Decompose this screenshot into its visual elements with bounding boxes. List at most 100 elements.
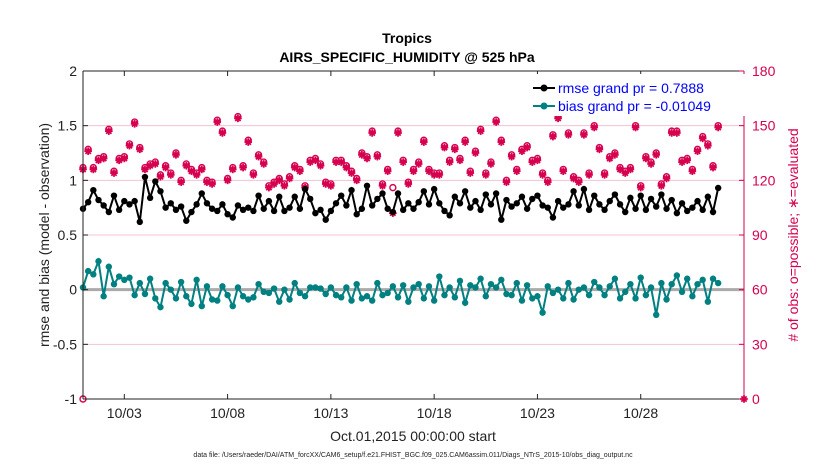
rmse-point (389, 208, 397, 216)
obs-evaluated-point (451, 145, 459, 154)
rmse-point (410, 205, 417, 212)
rmse-point (622, 208, 629, 216)
bias-point (162, 279, 169, 287)
obs-evaluated-point (327, 182, 335, 190)
bias-point (549, 289, 557, 297)
rmse-point (296, 205, 304, 212)
bias-point (653, 311, 660, 319)
y-tick-label: -0.5 (53, 336, 77, 352)
obs-evaluated-point (228, 165, 237, 174)
obs-evaluated-point (280, 182, 289, 190)
obs-evaluated-point (549, 132, 557, 141)
y-right-tick-label: 120 (752, 172, 776, 188)
bias-point (570, 296, 577, 303)
bias-point (560, 295, 567, 302)
bias-point (327, 284, 335, 291)
bias-point (224, 291, 231, 299)
rmse-point (575, 202, 582, 209)
rmse-point (152, 178, 159, 185)
rmse-point (694, 197, 701, 205)
obs-evaluated-point (378, 182, 387, 190)
obs-evaluated-point (151, 160, 160, 168)
rmse-point (146, 194, 154, 202)
rmse-point (131, 197, 138, 205)
obs-evaluated-point (497, 138, 506, 146)
y-right-tick-label: 150 (752, 118, 776, 134)
rmse-point (394, 190, 402, 197)
rmse-point (198, 190, 205, 197)
obs-evaluated-point (471, 149, 480, 157)
bias-point (436, 273, 443, 280)
bias-point (451, 294, 459, 301)
rmse-point (709, 208, 717, 216)
obs-evaluated-point (218, 129, 227, 137)
rmse-point (317, 206, 324, 214)
obs-evaluated-point (487, 160, 495, 168)
rmse-point (214, 207, 221, 215)
obs-possible-point (389, 183, 397, 192)
bias-point (580, 284, 588, 291)
rmse-point (596, 201, 603, 208)
obs-evaluated-point (642, 154, 650, 163)
obs-evaluated-point (533, 156, 542, 165)
obs-evaluated-point (461, 138, 469, 146)
obs-evaluated-point (647, 160, 655, 168)
bias-point (616, 295, 624, 302)
rmse-point (658, 191, 665, 198)
obs-evaluated-point (445, 158, 454, 166)
bias-point (534, 293, 541, 300)
bias-point (513, 279, 520, 287)
rmse-point (606, 197, 613, 205)
rmse-point (100, 202, 107, 209)
rmse-point (560, 204, 567, 211)
rmse-point (338, 192, 345, 199)
bias-point (260, 288, 267, 296)
bias-point (420, 295, 428, 302)
bias-point (281, 286, 288, 293)
rmse-point (399, 206, 407, 214)
bias-point (84, 267, 92, 275)
obs-evaluated-point (311, 156, 320, 165)
bias-point (622, 288, 629, 296)
rmse-point (699, 206, 706, 214)
obs-evaluated-point (136, 145, 144, 154)
y-right-tick-label: 180 (752, 63, 776, 79)
x-tick-label: 10/08 (210, 405, 245, 421)
bias-point (518, 297, 526, 304)
rmse-point (513, 200, 520, 207)
rmse-point (487, 201, 495, 208)
bias-point (673, 272, 681, 279)
rmse-point (498, 216, 505, 223)
obs-evaluated-point (383, 167, 392, 176)
rmse-point (683, 207, 691, 215)
rmse-point (224, 211, 231, 218)
bias-point (467, 282, 474, 289)
bias-point (461, 299, 469, 306)
obs-evaluated-point (492, 118, 500, 126)
obs-evaluated-point (621, 169, 630, 177)
bias-point (601, 291, 608, 299)
legend: rmse grand pr = 0.7888 bias grand pr = -… (528, 74, 750, 116)
obs-evaluated-point (466, 169, 475, 177)
rmse-point (673, 209, 681, 217)
bias-point (183, 293, 190, 300)
rmse-point (307, 195, 314, 203)
obs-evaluated-point (704, 141, 712, 150)
obs-evaluated-point (595, 145, 604, 154)
bias-point (146, 275, 154, 282)
rmse-point (229, 214, 236, 221)
obs-evaluated-point (244, 138, 253, 146)
bias-point (425, 283, 433, 290)
rmse-point (539, 202, 546, 209)
bias-point (554, 286, 562, 293)
bias-point (642, 291, 650, 299)
rmse-point (637, 192, 644, 199)
obs-evaluated-point (512, 167, 521, 176)
obs-evaluated-point (404, 180, 413, 188)
bias-point (188, 300, 195, 308)
bias-point (250, 294, 257, 301)
rmse-point (616, 201, 624, 208)
rmse-point (136, 218, 144, 226)
bias-point (332, 291, 340, 299)
bias-point (430, 297, 438, 304)
